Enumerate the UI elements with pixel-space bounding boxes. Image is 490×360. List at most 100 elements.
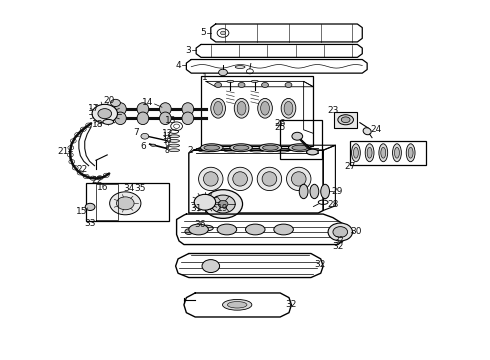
Circle shape [85, 203, 95, 211]
Circle shape [98, 109, 112, 119]
Text: 26: 26 [274, 119, 286, 128]
Text: 35: 35 [134, 184, 146, 193]
Text: 14: 14 [142, 98, 153, 107]
Bar [280, 121, 322, 159]
Ellipse shape [235, 66, 245, 68]
Ellipse shape [222, 300, 252, 310]
Ellipse shape [189, 224, 208, 235]
Text: 10: 10 [162, 136, 171, 145]
Text: 7: 7 [134, 128, 139, 137]
Ellipse shape [289, 144, 311, 152]
Text: 18: 18 [92, 120, 103, 129]
Ellipse shape [227, 302, 247, 308]
Circle shape [218, 201, 228, 208]
Ellipse shape [258, 98, 272, 118]
Ellipse shape [307, 149, 318, 155]
Circle shape [110, 192, 141, 215]
Ellipse shape [203, 172, 218, 186]
Text: 21: 21 [57, 147, 69, 156]
Ellipse shape [233, 145, 249, 150]
Ellipse shape [137, 103, 149, 115]
Ellipse shape [198, 225, 213, 231]
Ellipse shape [182, 112, 194, 125]
Ellipse shape [251, 80, 258, 82]
Text: 25: 25 [274, 123, 286, 132]
Text: 1: 1 [202, 73, 208, 82]
Text: 12: 12 [162, 129, 173, 138]
Text: 11: 11 [162, 132, 171, 141]
Bar [334, 112, 357, 128]
Circle shape [111, 99, 121, 107]
Bar [350, 141, 426, 165]
Ellipse shape [169, 139, 179, 142]
Ellipse shape [263, 145, 278, 150]
Circle shape [328, 223, 352, 241]
Text: 32: 32 [335, 237, 344, 246]
Ellipse shape [245, 224, 265, 235]
Circle shape [211, 195, 235, 213]
Text: 33: 33 [84, 219, 96, 228]
Ellipse shape [103, 120, 114, 125]
Text: 29: 29 [331, 187, 343, 196]
Ellipse shape [353, 147, 358, 158]
Circle shape [333, 226, 347, 237]
Circle shape [194, 194, 216, 210]
Text: 20: 20 [103, 95, 115, 104]
Ellipse shape [115, 112, 126, 125]
Ellipse shape [169, 144, 179, 147]
Ellipse shape [261, 102, 270, 115]
Ellipse shape [408, 147, 413, 158]
Ellipse shape [151, 144, 156, 146]
Text: 32: 32 [286, 300, 297, 309]
Ellipse shape [321, 184, 330, 199]
Ellipse shape [237, 102, 246, 115]
Ellipse shape [284, 102, 293, 115]
Text: 28: 28 [327, 200, 339, 209]
Text: 34: 34 [123, 184, 134, 193]
Circle shape [285, 82, 292, 87]
Ellipse shape [257, 167, 282, 190]
Ellipse shape [227, 80, 234, 82]
Circle shape [203, 190, 243, 219]
Text: 22: 22 [76, 165, 87, 174]
Circle shape [215, 82, 221, 87]
Text: 32: 32 [332, 242, 343, 251]
Circle shape [92, 104, 118, 123]
Text: 22: 22 [92, 176, 103, 185]
Ellipse shape [310, 184, 319, 199]
Ellipse shape [159, 112, 171, 125]
Text: 3: 3 [185, 46, 191, 55]
Ellipse shape [159, 103, 171, 115]
Text: 6: 6 [141, 142, 146, 151]
Circle shape [219, 69, 227, 76]
Text: 16: 16 [97, 183, 108, 192]
Ellipse shape [287, 167, 311, 190]
Ellipse shape [281, 98, 296, 118]
Ellipse shape [365, 144, 374, 162]
Ellipse shape [214, 102, 222, 115]
Circle shape [117, 197, 134, 210]
Ellipse shape [274, 224, 294, 235]
Text: 13: 13 [165, 116, 176, 125]
Ellipse shape [367, 147, 372, 158]
Text: 9: 9 [164, 141, 169, 150]
Ellipse shape [259, 144, 282, 152]
Ellipse shape [228, 167, 252, 190]
Text: 23: 23 [327, 106, 339, 115]
Text: 2: 2 [187, 146, 193, 155]
Ellipse shape [292, 172, 306, 186]
Text: 30: 30 [350, 228, 362, 237]
Ellipse shape [299, 184, 308, 199]
Ellipse shape [351, 144, 360, 162]
Text: 17: 17 [88, 104, 99, 113]
Ellipse shape [217, 224, 237, 235]
Text: 31: 31 [191, 204, 202, 213]
Ellipse shape [262, 172, 277, 186]
Text: 19: 19 [217, 204, 229, 213]
Text: 32: 32 [314, 261, 325, 270]
Ellipse shape [233, 172, 247, 186]
Circle shape [262, 82, 269, 87]
Ellipse shape [341, 117, 350, 123]
Text: 24: 24 [370, 125, 382, 134]
Ellipse shape [220, 31, 225, 35]
